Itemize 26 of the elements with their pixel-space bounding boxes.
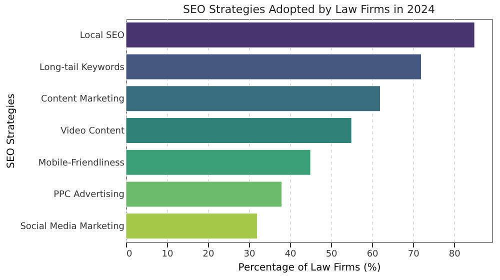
bar xyxy=(126,86,380,112)
bar xyxy=(126,149,311,176)
x-tick-label: 0 xyxy=(126,250,132,260)
bar xyxy=(126,118,352,144)
y-tick-label: Video Content xyxy=(60,126,125,136)
y-tick-label: PPC Advertising xyxy=(54,190,124,200)
chart-title: SEO Strategies Adopted by Law Firms in 2024 xyxy=(182,3,436,16)
bar xyxy=(126,181,282,208)
y-tick-label: Social Media Marketing xyxy=(20,222,124,232)
y-tick-label: Long-tail Keywords xyxy=(39,62,125,73)
x-axis-title: Percentage of Law Firms (%) xyxy=(238,262,381,274)
x-tick-label: 60 xyxy=(366,250,379,260)
y-tick-label: Local SEO xyxy=(80,30,124,41)
x-tick-label: 10 xyxy=(162,250,174,260)
y-tick-label: Mobile-Friendliness xyxy=(38,158,125,168)
x-tick-label: 70 xyxy=(408,250,420,260)
y-axis-title: SEO Strategies xyxy=(6,94,18,168)
bar xyxy=(126,213,258,240)
x-tick-label: 80 xyxy=(448,250,461,260)
x-tick-label: 40 xyxy=(284,250,297,260)
bar xyxy=(126,54,422,80)
x-tick-label: 30 xyxy=(244,250,256,260)
x-tick-label: 50 xyxy=(326,250,338,260)
x-tick-label: 20 xyxy=(202,250,215,260)
y-tick-label: Content Marketing xyxy=(40,94,124,105)
bar xyxy=(126,22,475,48)
